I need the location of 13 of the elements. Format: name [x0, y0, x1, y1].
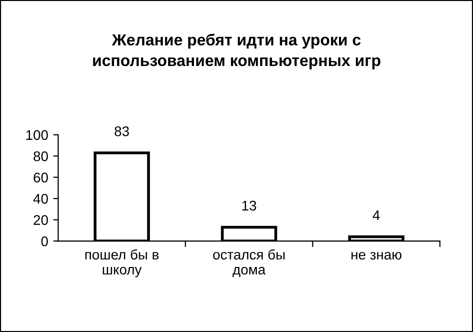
y-tick-label: 40 [33, 194, 48, 204]
y-tick-label: 60 [34, 172, 48, 182]
data-label: 83 [114, 126, 129, 136]
y-tick-label: 100 [26, 130, 48, 140]
data-label: 13 [242, 200, 256, 211]
x-tick-label: пошел бы в школу [85, 249, 159, 278]
y-tick-label: 80 [34, 151, 48, 162]
chart-title: Желание ребят идти на уроки с использованием компьютерных игр [93, 34, 380, 70]
data-label: 4 [372, 210, 380, 220]
y-tick-label: 20 [34, 215, 48, 225]
y-tick-label: 0 [41, 236, 48, 246]
x-tick-label: не знаю [352, 252, 402, 260]
x-tick-label: остался бы дома [213, 249, 285, 278]
